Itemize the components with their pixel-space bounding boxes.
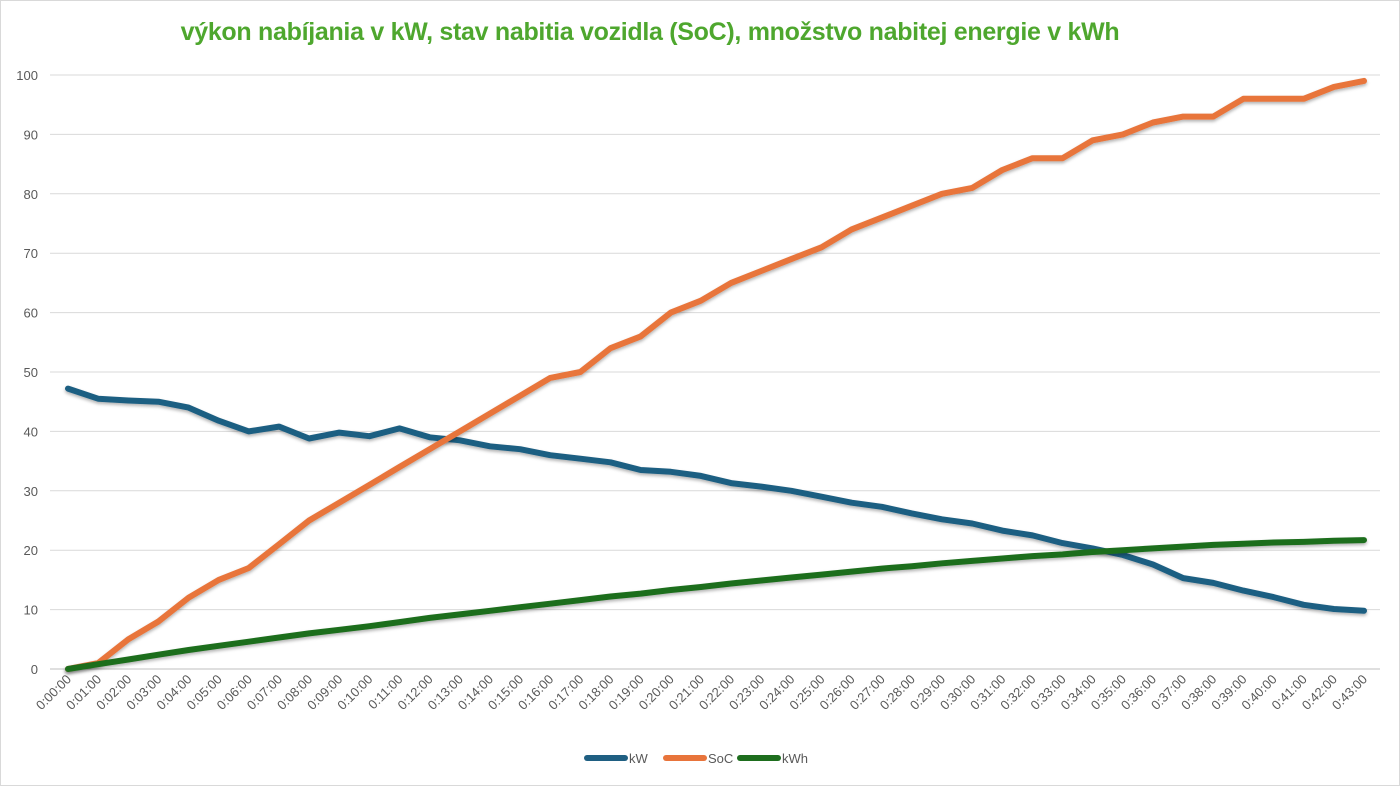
y-tick-label: 70	[24, 246, 38, 261]
legend-label-kwh: kWh	[782, 751, 808, 766]
y-tick-label: 20	[24, 543, 38, 558]
y-tick-label: 100	[16, 68, 38, 83]
legend-label-soc: SoC	[708, 751, 733, 766]
y-tick-label: 60	[24, 306, 38, 321]
y-tick-label: 40	[24, 424, 38, 439]
y-tick-label: 90	[24, 127, 38, 142]
y-tick-label: 80	[24, 187, 38, 202]
chart-title: výkon nabíjania v kW, stav nabitia vozid…	[180, 18, 1120, 46]
series-line-kw	[65, 385, 1367, 614]
legend-label-kw: kW	[629, 751, 649, 766]
y-tick-label: 50	[24, 365, 38, 380]
series-line-kwh	[65, 537, 1367, 672]
y-tick-label: 0	[31, 662, 38, 677]
series-line-soc	[65, 77, 1367, 672]
y-tick-label: 30	[24, 484, 38, 499]
y-tick-label: 10	[24, 603, 38, 618]
